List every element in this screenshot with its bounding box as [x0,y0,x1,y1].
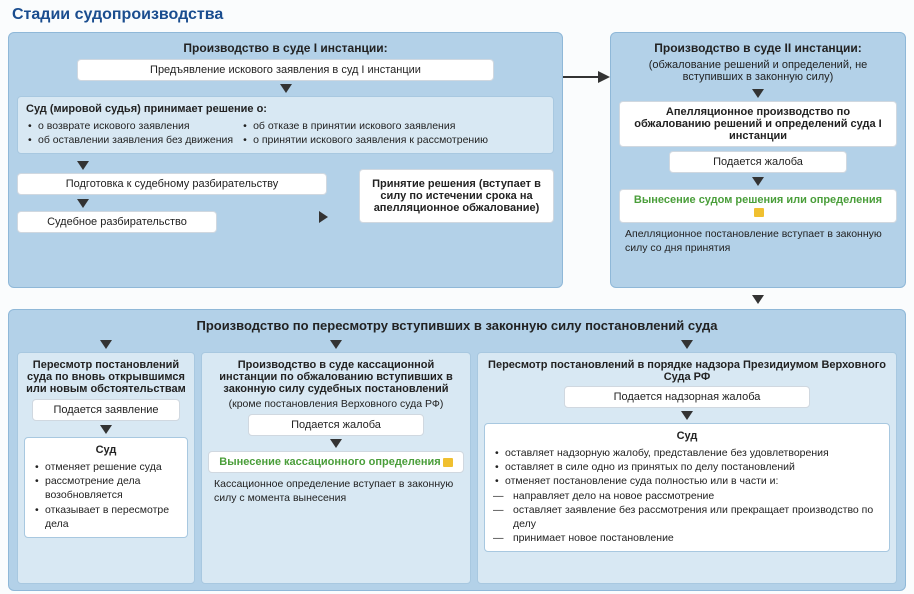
colA-title: Пересмотр постановлений суда по вновь от… [24,359,188,395]
colA-court: Суд отменяет решение суда рассмотрение д… [24,437,188,538]
list-item: об отказе в принятии искового заявления [243,119,488,133]
colC-court-title: Суд [493,430,881,442]
arrow-down-icon [100,340,112,349]
colB-step1: Подается жалоба [248,414,424,436]
arrow-down-icon [681,340,693,349]
panel3-colC: Пересмотр постановлений в порядке надзор… [477,352,897,584]
arrow-down-icon [280,84,292,93]
panel1-step1: Предъявление искового заявления в суд I … [77,59,494,81]
list-item: отменяет постановление суда полностью ил… [495,474,881,488]
colA-court-title: Суд [33,444,179,456]
panel1-court-decides: Суд (мировой судья) принимает решение о:… [17,96,554,154]
arrow-down-icon [681,411,693,420]
panel1-prep: Подготовка к судебному разбирательству [17,173,327,195]
page-title: Стадии судопроизводства [0,0,914,32]
list-item: направляет дело на новое рассмотрение [495,489,881,503]
colA-step1: Подается заявление [32,399,180,421]
list-item: о принятии искового заявления к рассмотр… [243,133,488,147]
colC-title: Пересмотр постановлений в порядке надзор… [484,359,890,383]
panel2-foot: Апелляционное постановление вступает в з… [619,223,897,255]
panel1-court-right: об отказе в принятии искового заявления … [241,119,488,147]
arrow-right-icon [319,211,328,223]
arrow-down-icon [752,89,764,98]
list-item: рассмотрение дела возобновляется [35,474,179,502]
panel1-court-title: Суд (мировой судья) принимает решение о: [26,103,545,115]
list-item: оставляет надзорную жалобу, представлени… [495,446,881,460]
arrow-down-icon [330,340,342,349]
panel1-decision: Принятие решения (вступает в силу по ист… [359,169,554,223]
arrow-down-icon [752,295,764,304]
panel-first-instance: Производство в суде I инстанции: Предъяв… [8,32,563,288]
list-item: об оставлении заявления без движения [28,133,233,147]
panel3-title: Производство по пересмотру вступивших в … [17,318,897,333]
colB-foot: Кассационное определение вступает в зако… [208,473,464,505]
arrow-down-icon [330,439,342,448]
arrow-down-icon [77,161,89,170]
note-icon [443,458,453,467]
panel-review: Производство по пересмотру вступивших в … [8,309,906,591]
panel1-court-left: о возврате искового заявления об оставле… [26,119,233,147]
colC-step1: Подается надзорная жалоба [564,386,810,408]
panel3-colB: Производство в суде кассационной инстанц… [201,352,471,584]
list-item: отменяет решение суда [35,460,179,474]
connector-1-2 [563,62,613,92]
panel2-step1: Апелляционное производство по обжаловани… [619,101,897,147]
arrow-down-icon [100,425,112,434]
colB-step2: Вынесение кассационного определения [208,451,464,473]
panel2-subtitle: (обжалование решений и определений, не в… [619,59,897,83]
arrow-down-icon [77,199,89,208]
colB-title: Производство в суде кассационной инстанц… [208,359,464,395]
list-item: оставляет заявление без рассмотрения или… [495,503,881,531]
panel2-step3: Вынесение судом решения или определения [619,189,897,223]
panel1-title: Производство в суде I инстанции: [17,41,554,55]
panel2-step2: Подается жалоба [669,151,847,173]
list-item: о возврате искового заявления [28,119,233,133]
panel1-trial: Судебное разбирательство [17,211,217,233]
panel2-title: Производство в суде II инстанции: [619,41,897,55]
colC-court: Суд оставляет надзорную жалобу, представ… [484,423,890,552]
list-item: принимает новое постановление [495,531,881,545]
panel-second-instance: Производство в суде II инстанции: (обжал… [610,32,906,288]
list-item: оставляет в силе одно из принятых по дел… [495,460,881,474]
colB-paren: (кроме постановления Верховного суда РФ) [208,398,464,410]
panel3-colA: Пересмотр постановлений суда по вновь от… [17,352,195,584]
arrow-down-icon [752,177,764,186]
note-icon [754,208,764,217]
list-item: отказывает в пересмотре дела [35,503,179,531]
